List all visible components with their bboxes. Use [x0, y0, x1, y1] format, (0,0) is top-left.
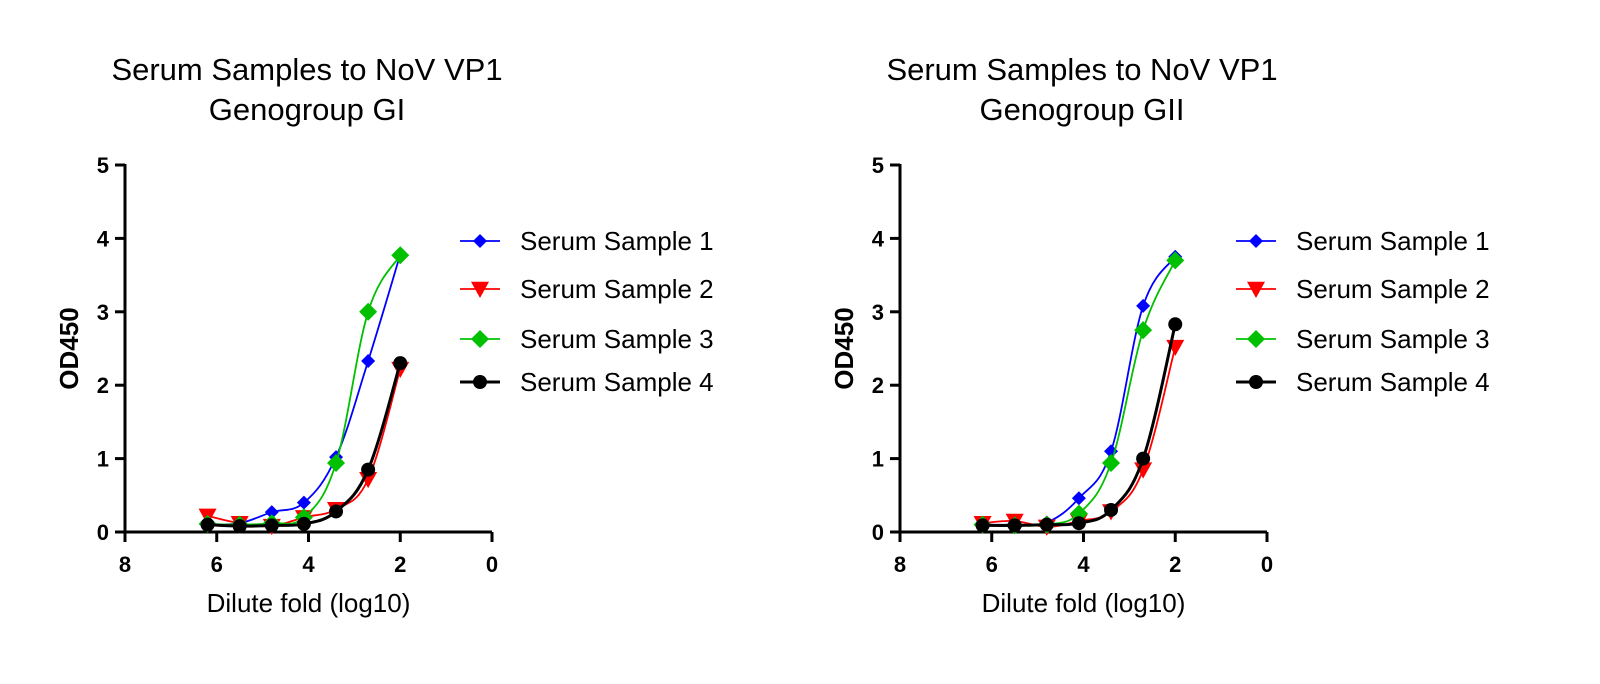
data-point	[1136, 298, 1151, 313]
legend-item: Serum Sample 2	[1236, 274, 1490, 304]
y-tick-label: 0	[872, 520, 884, 545]
series-line	[982, 260, 1177, 527]
data-point	[1102, 454, 1121, 473]
legend-item: Serum Sample 1	[1236, 226, 1490, 256]
x-tick-label: 0	[1261, 552, 1273, 577]
y-axis-label: OD450	[829, 307, 859, 389]
legend-marker	[1249, 375, 1263, 389]
series-3	[198, 246, 410, 534]
y-tick-label: 4	[97, 226, 110, 251]
chart-panel-2: Serum Samples to NoV VP1 Genogroup GII 0 1 2…	[829, 52, 1490, 618]
data-point	[264, 505, 279, 520]
series-line	[982, 256, 1177, 527]
chart-title-line-1: Serum Samples to NoV VP1	[111, 52, 502, 87]
legend-label: Serum Sample 1	[1296, 226, 1490, 256]
legend-item: Serum Sample 3	[460, 324, 714, 354]
data-point	[1166, 251, 1185, 270]
data-point	[1168, 317, 1183, 332]
legend-label: Serum Sample 3	[1296, 324, 1490, 354]
legend-marker	[1249, 234, 1263, 248]
x-tick-label: 8	[894, 552, 906, 577]
chart-panel-1: Serum Samples to NoV VP1 Genogroup GI 0 1 2 3…	[54, 52, 714, 618]
legend-item: Serum Sample 1	[460, 226, 714, 256]
y-tick-label: 5	[97, 153, 109, 178]
legend-label: Serum Sample 4	[520, 367, 714, 397]
legend-marker	[473, 375, 487, 389]
y-tick-label: 2	[97, 373, 109, 398]
data-point	[1134, 321, 1153, 340]
x-tick-label: 4	[302, 552, 315, 577]
chart-title-line-2: Genogroup GI	[209, 92, 405, 127]
y-axis-label: OD450	[54, 307, 84, 389]
data-point	[975, 518, 990, 533]
x-tick-label: 2	[394, 552, 406, 577]
data-point	[361, 353, 376, 368]
x-tick-label: 2	[1169, 552, 1181, 577]
data-point	[361, 462, 376, 477]
legend-item: Serum Sample 2	[460, 274, 714, 304]
legend-marker	[1247, 330, 1265, 348]
y-tick-label: 3	[872, 300, 884, 325]
data-point	[1136, 451, 1151, 466]
data-point	[1104, 502, 1119, 517]
y-tick-label: 2	[872, 373, 884, 398]
x-tick-label: 6	[211, 552, 223, 577]
y-tick-label: 3	[97, 300, 109, 325]
data-point	[329, 504, 344, 519]
x-tick-label: 8	[119, 552, 131, 577]
series-4	[200, 356, 408, 534]
legend-label: Serum Sample 4	[1296, 367, 1490, 397]
series-4	[975, 317, 1183, 533]
legend-item: Serum Sample 4	[460, 367, 714, 397]
legend-marker	[473, 234, 487, 248]
legend-label: Serum Sample 1	[520, 226, 714, 256]
y-tick-label: 0	[97, 520, 109, 545]
chart-title-line-1: Serum Samples to NoV VP1	[886, 52, 1277, 87]
x-axis-label: Dilute fold (log10)	[982, 588, 1186, 618]
series-line	[207, 254, 402, 526]
y-tick-label: 5	[872, 153, 884, 178]
data-point	[327, 454, 346, 473]
legend-item: Serum Sample 4	[1236, 367, 1490, 397]
data-point	[296, 516, 311, 531]
series-1	[975, 249, 1183, 532]
data-point	[296, 495, 311, 510]
legend-marker	[471, 281, 489, 298]
data-point	[393, 356, 408, 371]
y-tick-label: 4	[872, 226, 885, 251]
legend: Serum Sample 1 Serum Sample 2 Serum Sample…	[1236, 226, 1490, 397]
data-point	[1071, 491, 1086, 506]
data-point	[200, 517, 215, 532]
legend-label: Serum Sample 3	[520, 324, 714, 354]
data-point	[391, 246, 410, 265]
data-point	[1071, 516, 1086, 531]
y-tick-label: 1	[872, 447, 884, 472]
legend-label: Serum Sample 2	[520, 274, 714, 304]
x-tick-label: 4	[1077, 552, 1090, 577]
data-point	[232, 519, 247, 534]
x-axis-label: Dilute fold (log10)	[207, 588, 411, 618]
x-tick-label: 0	[486, 552, 498, 577]
legend-marker	[1247, 281, 1265, 298]
chart-title-line-2: Genogroup GII	[979, 92, 1184, 127]
series-line	[207, 254, 402, 526]
data-point	[1039, 517, 1054, 532]
data-point	[264, 518, 279, 533]
data-point	[1007, 518, 1022, 533]
y-tick-label: 1	[97, 447, 109, 472]
legend-label: Serum Sample 2	[1296, 274, 1490, 304]
data-point	[1134, 462, 1153, 479]
data-point	[359, 302, 378, 321]
legend: Serum Sample 1 Serum Sample 2 Serum Sample…	[460, 226, 714, 397]
legend-marker	[471, 330, 489, 348]
x-tick-label: 6	[986, 552, 998, 577]
legend-item: Serum Sample 3	[1236, 324, 1490, 354]
